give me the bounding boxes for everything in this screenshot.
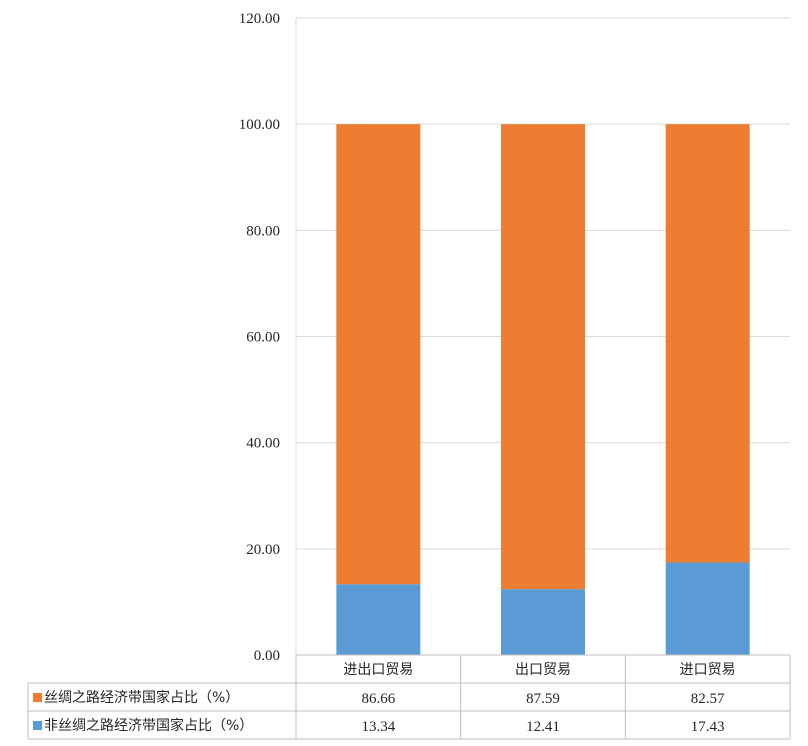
category-label: 进口贸易 [680, 662, 736, 678]
y-tick-label: 20.00 [246, 542, 280, 558]
value-axis: 0.00 20.00 40.00 60.00 80.00 100.00 120.00 [239, 11, 297, 739]
data-label: 87.59 [526, 691, 560, 707]
y-tick-label: 60.00 [246, 330, 280, 346]
bar-segment-non-silk-road [501, 589, 585, 655]
data-label: 82.57 [691, 691, 725, 707]
legend-label: 非丝绸之路经济带国家占比（%） [44, 717, 253, 734]
data-label: 12.41 [526, 719, 560, 735]
y-tick-label: 100.00 [239, 117, 280, 133]
bars [336, 124, 750, 655]
y-tick-label: 40.00 [246, 436, 280, 452]
legend-label: 丝绸之路经济带国家占比（%） [44, 689, 239, 706]
legend-swatch [33, 721, 42, 730]
bar-segment-silk-road [665, 124, 750, 563]
category-label: 出口贸易 [515, 662, 571, 678]
data-label: 17.43 [691, 719, 725, 735]
y-tick-label: 120.00 [239, 11, 280, 27]
bar-segment-non-silk-road [336, 584, 421, 655]
category-label: 进出口贸易 [343, 662, 413, 678]
bar-segment-silk-road [501, 124, 585, 590]
bar-segment-non-silk-road [665, 562, 750, 655]
y-tick-label: 80.00 [246, 223, 280, 239]
legend-swatch [33, 693, 42, 702]
data-label: 13.34 [361, 719, 395, 735]
y-tick-label: 0.00 [254, 648, 280, 664]
bar-segment-silk-road [336, 124, 421, 585]
data-label: 86.66 [361, 691, 395, 707]
